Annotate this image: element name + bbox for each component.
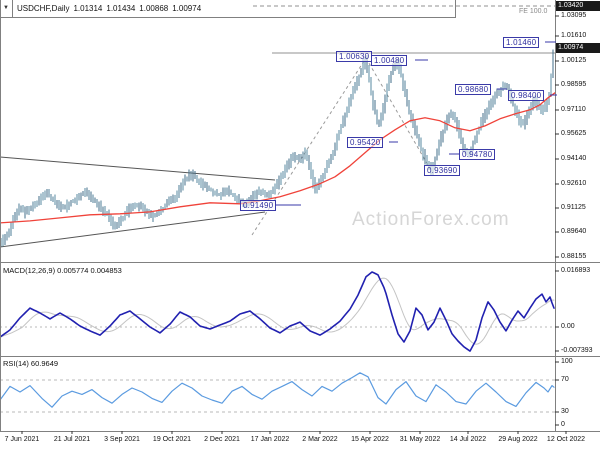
chart-drawn-objects: [0, 5, 556, 248]
macd-pane-plot: [0, 271, 555, 352]
price-level-annotation[interactable]: 1.01460: [503, 37, 540, 48]
indicator-axis-label: 70: [561, 376, 569, 383]
rsi-indicator-label: RSI(14) 60.9649: [3, 359, 59, 368]
price-axis-label: 0.91125: [561, 204, 586, 211]
open-value: 1.01314: [73, 4, 103, 13]
price-axis-label: 0.89640: [561, 228, 587, 235]
symbol-timeframe-label: USDCHF,Daily: [17, 4, 70, 13]
indicator-axis-label: 0.00: [561, 323, 575, 330]
indicator-axis-label: 100: [561, 358, 573, 365]
price-axis-label: 1.01610: [561, 32, 587, 39]
price-axis-label: 1.00125: [561, 57, 587, 64]
price-tag: 1.00974: [556, 43, 600, 53]
price-level-annotation[interactable]: 1.00480: [371, 55, 408, 66]
low-value: 1.00868: [139, 4, 169, 13]
price-axis-label: 0.97110: [561, 106, 586, 113]
price-level-annotation[interactable]: 0.94780: [459, 149, 496, 160]
macd-indicator-label: MACD(12,26,9) 0.005774 0.004853: [3, 266, 122, 275]
time-axis-label: 12 Oct 2022: [546, 436, 586, 443]
price-axis-label: 0.92610: [561, 180, 587, 187]
indicator-axis-label: 30: [561, 408, 569, 415]
time-axis-label: 15 Apr 2022: [351, 436, 389, 443]
axis-tick-marks: [21, 15, 567, 434]
time-axis-label: 17 Jan 2022: [250, 436, 290, 443]
pane-borders: [0, 0, 600, 432]
price-level-annotation[interactable]: 1.00630: [336, 51, 373, 62]
time-axis-label: 29 Aug 2022: [498, 436, 538, 443]
price-axis-label: 0.98595: [561, 81, 587, 88]
indicator-axis-label: 0.016893: [561, 267, 591, 274]
annotation-connector-lines: [276, 41, 557, 206]
fibonacci-expansion-label: FE 100.0: [519, 8, 548, 15]
price-axis-label: 0.95625: [561, 130, 587, 137]
price-level-annotation[interactable]: 0.95420: [347, 137, 384, 148]
price-level-annotation[interactable]: 0.93690: [424, 165, 461, 176]
moving-average-line: [0, 92, 556, 224]
price-axis-label: 1.03095: [561, 12, 587, 19]
chart-header: ▼ USDCHF,Daily 1.01314 1.01434 1.00868 1…: [0, 0, 456, 18]
indicator-axis-label: 0: [561, 421, 565, 428]
rsi-pane-plot: [0, 372, 555, 413]
watermark: ActionForex.com: [352, 209, 510, 230]
time-axis-label: 14 Jul 2022: [449, 436, 487, 443]
price-tag: 1.03420: [556, 1, 600, 11]
close-value: 1.00974: [172, 4, 202, 13]
time-axis-label: 2 Dec 2021: [204, 436, 240, 443]
time-axis-label: 2 Mar 2022: [302, 436, 338, 443]
price-level-annotation[interactable]: 0.91490: [240, 200, 277, 211]
time-axis-label: 31 May 2022: [399, 436, 441, 443]
high-value: 1.01434: [106, 4, 136, 13]
collapse-chart-button[interactable]: ▼: [0, 0, 13, 17]
price-axis-label: 0.94140: [561, 155, 587, 162]
time-axis-label: 3 Sep 2021: [104, 436, 140, 443]
candlestick-series: [0, 49, 554, 247]
price-level-annotation[interactable]: 0.98680: [455, 84, 492, 95]
time-axis-label: 19 Oct 2021: [152, 436, 192, 443]
indicator-axis-label: -0.007393: [561, 347, 593, 354]
price-level-annotation[interactable]: 0.98400: [508, 90, 545, 101]
time-axis-label: 21 Jul 2021: [53, 436, 91, 443]
time-axis-label: 7 Jun 2021: [4, 436, 40, 443]
price-axis-label: 0.88155: [561, 253, 587, 260]
